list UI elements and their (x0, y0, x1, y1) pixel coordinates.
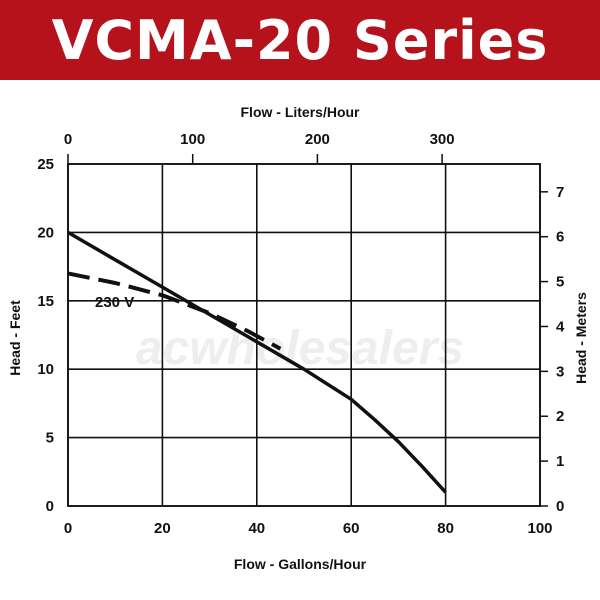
left-axis-title: Head - Feet (7, 300, 23, 376)
x2-tick-label-2: 200 (305, 131, 330, 148)
y2-tick-label-2: 2 (556, 408, 564, 425)
chart-title: VCMA-20 Series (51, 8, 549, 72)
y-tick-label-3: 15 (37, 293, 54, 310)
x-tick-label-1: 20 (154, 520, 171, 537)
series-label-230v: 230 V (95, 294, 134, 311)
y-tick-label-5: 25 (37, 156, 54, 173)
y-tick-label-4: 20 (37, 224, 54, 241)
x2-tick-label-1: 100 (180, 131, 205, 148)
series-line-main (67, 230, 447, 494)
x-tick-label-3: 60 (343, 520, 360, 537)
y2-tick-label-1: 1 (556, 453, 564, 470)
right-axis-title: Head - Meters (573, 292, 589, 384)
y2-tick-label-0: 0 (556, 498, 564, 515)
y2-tick-label-7: 7 (556, 184, 564, 201)
y-tick-label-0: 0 (46, 498, 54, 515)
y2-tick-label-3: 3 (556, 363, 564, 380)
series-line-230v (67, 271, 282, 351)
y2-tick-label-6: 6 (556, 229, 564, 246)
y-tick-label-2: 10 (37, 361, 54, 378)
top-axis-title: Flow - Liters/Hour (241, 104, 361, 120)
x-tick-label-5: 100 (527, 520, 552, 537)
plot-frame (67, 163, 541, 507)
x2-tick-label-0: 0 (64, 131, 72, 148)
x2-tick-label-3: 300 (430, 131, 455, 148)
bottom-axis-title: Flow - Gallons/Hour (234, 556, 367, 572)
title-banner: VCMA-20 Series (0, 0, 600, 80)
y2-tick-label-4: 4 (556, 318, 565, 335)
series-group (67, 230, 447, 494)
y2-tick-label-5: 5 (556, 274, 564, 291)
x-tick-label-4: 80 (437, 520, 454, 537)
y-tick-label-1: 5 (46, 430, 54, 447)
x-tick-label-2: 40 (248, 520, 265, 537)
x-tick-label-0: 0 (64, 520, 72, 537)
